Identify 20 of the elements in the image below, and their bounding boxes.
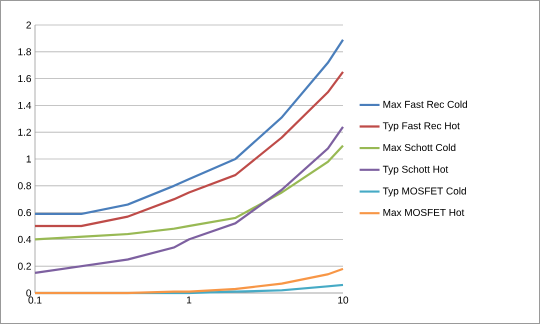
x-tick-label: 1 [186,296,192,304]
legend-label: Max MOSFET Hot [383,208,464,216]
y-tick-label: 1.2 [18,128,31,136]
y-tick-label: 1.8 [18,48,32,56]
y-tick-label: 2 [26,22,31,28]
legend-label: Typ MOSFET Cold [382,187,466,197]
y-tick-label: 1.4 [18,102,32,109]
legend-label: Typ Schott Hot [382,165,448,175]
legend-label: Max Fast Rec Cold [383,100,468,108]
x-tick-label: 10 [338,296,348,304]
y-tick-label: 0.6 [18,209,32,216]
y-tick-label: 1.6 [18,75,32,82]
y-tick-label: 0.4 [18,236,32,243]
legend-label: Typ Fast Rec Hot [382,122,460,132]
y-tick-label: 0.8 [18,182,32,190]
y-tick-label: 0.2 [18,262,31,270]
y-tick-label: 0 [26,289,32,297]
x-tick-label: 0.1 [28,296,42,304]
y-tick-label: 1 [26,156,31,162]
legend-label: Max Schott Cold [383,144,456,152]
